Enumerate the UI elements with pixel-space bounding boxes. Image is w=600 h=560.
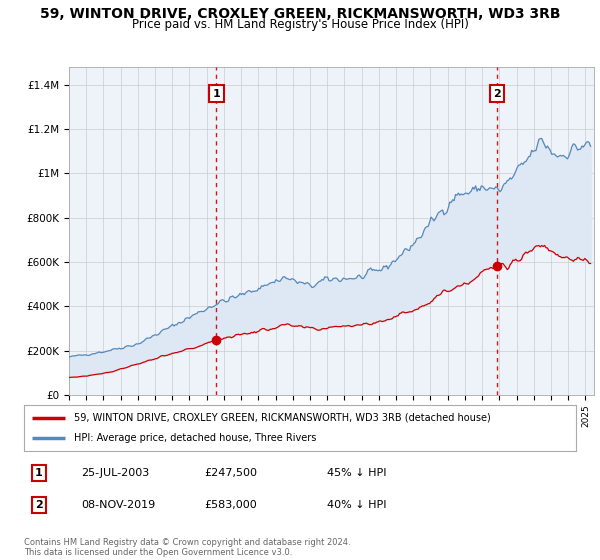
Text: HPI: Average price, detached house, Three Rivers: HPI: Average price, detached house, Thre… bbox=[74, 433, 316, 443]
Text: 1: 1 bbox=[35, 468, 43, 478]
Text: 40% ↓ HPI: 40% ↓ HPI bbox=[327, 500, 386, 510]
Text: 59, WINTON DRIVE, CROXLEY GREEN, RICKMANSWORTH, WD3 3RB (detached house): 59, WINTON DRIVE, CROXLEY GREEN, RICKMAN… bbox=[74, 413, 490, 423]
Text: 59, WINTON DRIVE, CROXLEY GREEN, RICKMANSWORTH, WD3 3RB: 59, WINTON DRIVE, CROXLEY GREEN, RICKMAN… bbox=[40, 7, 560, 21]
Text: 2: 2 bbox=[493, 89, 500, 99]
Text: 2: 2 bbox=[35, 500, 43, 510]
Text: 1: 1 bbox=[212, 89, 220, 99]
Text: Price paid vs. HM Land Registry's House Price Index (HPI): Price paid vs. HM Land Registry's House … bbox=[131, 18, 469, 31]
Text: 08-NOV-2019: 08-NOV-2019 bbox=[81, 500, 155, 510]
Text: £247,500: £247,500 bbox=[204, 468, 257, 478]
Text: 45% ↓ HPI: 45% ↓ HPI bbox=[327, 468, 386, 478]
Text: £583,000: £583,000 bbox=[204, 500, 257, 510]
Text: 25-JUL-2003: 25-JUL-2003 bbox=[81, 468, 149, 478]
Text: Contains HM Land Registry data © Crown copyright and database right 2024.
This d: Contains HM Land Registry data © Crown c… bbox=[24, 538, 350, 557]
